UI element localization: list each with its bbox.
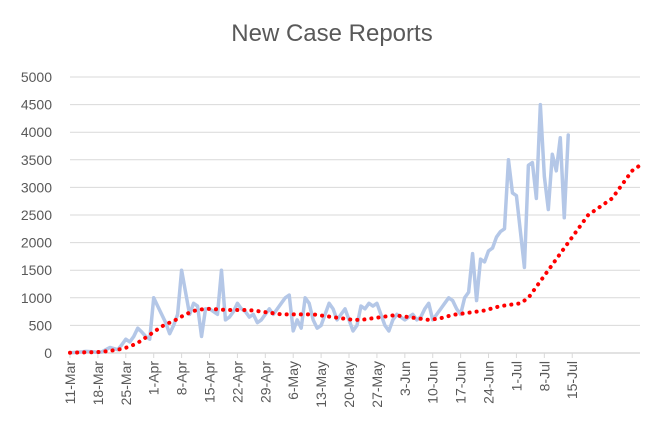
- y-tick-label: 5000: [21, 69, 52, 85]
- gridlines: [70, 76, 640, 326]
- x-tick-label: 27-May: [369, 361, 385, 408]
- axes: [69, 352, 640, 358]
- x-tick-label: 13-May: [313, 361, 329, 408]
- x-tick-label: 29-Apr: [257, 361, 273, 403]
- y-tick-label: 4500: [21, 97, 52, 113]
- x-tick-label: 15-Apr: [202, 361, 218, 403]
- trendline-series: [68, 163, 642, 355]
- y-tick-label: 500: [29, 317, 53, 333]
- y-tick-label: 2000: [21, 235, 52, 251]
- y-tick-label: 3500: [21, 152, 52, 168]
- chart-title: New Case Reports: [231, 20, 433, 47]
- x-tick-label: 25-Mar: [118, 361, 134, 406]
- x-tick-label: 11-Mar: [62, 361, 78, 405]
- y-tick-label: 3000: [21, 179, 52, 195]
- y-tick-label: 1000: [21, 290, 52, 306]
- x-tick-label: 1-Apr: [146, 361, 162, 396]
- x-tick-label: 10-Jun: [425, 361, 441, 404]
- y-tick-label: 0: [44, 345, 52, 361]
- series: [68, 102, 642, 355]
- x-tick-label: 22-Apr: [229, 361, 245, 403]
- tick-labels: 0 500 1000 1500 2000 2500 3000 3500 4000 4500 5000…: [21, 69, 580, 408]
- x-tick-label: 8-Jul: [536, 361, 552, 391]
- x-tick-label: 15-Jul: [564, 361, 580, 399]
- x-tick-label: 8-Apr: [174, 361, 190, 396]
- x-tick-label: 24-Jun: [481, 361, 497, 404]
- x-tick-label: 20-May: [341, 361, 357, 408]
- x-tick-label: 6-May: [285, 361, 301, 400]
- x-tick-label: 1-Jul: [508, 361, 524, 391]
- y-tick-label: 1500: [21, 262, 52, 278]
- y-tick-label: 2500: [21, 207, 52, 223]
- y-tick-label: 4000: [21, 124, 52, 140]
- daily-cases-series: [68, 102, 570, 355]
- x-tick-label: 3-Jun: [397, 361, 413, 396]
- x-tick-label: 17-Jun: [453, 361, 469, 404]
- x-tick-label: 18-Mar: [90, 361, 106, 406]
